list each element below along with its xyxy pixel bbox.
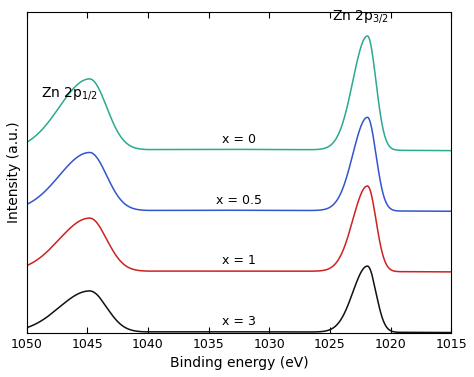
- X-axis label: Binding energy (eV): Binding energy (eV): [170, 356, 308, 370]
- Text: x = 1: x = 1: [222, 254, 256, 267]
- Text: x = 3: x = 3: [222, 315, 256, 328]
- Text: x = 0: x = 0: [222, 133, 256, 146]
- Text: Zn 2p$_{1/2}$: Zn 2p$_{1/2}$: [41, 85, 97, 102]
- Y-axis label: Intensity (a.u.): Intensity (a.u.): [7, 122, 21, 223]
- Text: x = 0.5: x = 0.5: [216, 194, 262, 207]
- Text: Zn 2p$_{3/2}$: Zn 2p$_{3/2}$: [332, 8, 389, 25]
